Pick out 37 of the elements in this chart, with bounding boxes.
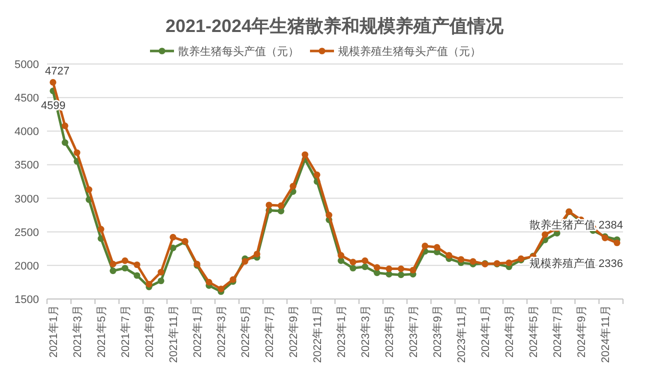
y-tick-label: 3000 bbox=[14, 193, 39, 206]
x-tick-label: 2021年5月 bbox=[96, 305, 108, 358]
x-tick-label: 2022年3月 bbox=[216, 305, 228, 358]
x-tick-label: 2023年3月 bbox=[360, 305, 372, 358]
y-tick-label: 2000 bbox=[14, 260, 39, 272]
x-tick-label: 2021年11月 bbox=[168, 305, 180, 363]
x-tick-label: 2023年9月 bbox=[432, 305, 444, 358]
x-tick-label: 2022年1月 bbox=[192, 305, 204, 358]
y-tick-label: 4500 bbox=[14, 92, 39, 105]
x-tick-label: 2024年11月 bbox=[600, 305, 612, 363]
x-tick-label: 2024年7月 bbox=[552, 305, 564, 358]
y-tick-label: 1500 bbox=[14, 294, 39, 306]
y-tick-label: 2500 bbox=[14, 226, 39, 239]
x-tick-label: 2021年7月 bbox=[120, 305, 132, 358]
legend-label: 规模养殖生猪每头产值（元） bbox=[338, 45, 481, 58]
data-label: 规模养殖产值 2336 bbox=[529, 256, 623, 270]
x-tick-label: 2024年3月 bbox=[504, 305, 516, 358]
x-tick-label: 2024年9月 bbox=[576, 305, 588, 358]
x-tick-label: 2021年1月 bbox=[48, 305, 60, 358]
y-tick-label: 3500 bbox=[14, 160, 39, 172]
x-tick-label: 2022年11月 bbox=[312, 305, 324, 363]
x-tick-label: 2024年1月 bbox=[480, 305, 492, 358]
x-tick-label: 2022年5月 bbox=[240, 305, 252, 358]
x-tick-label: 2022年9月 bbox=[288, 305, 300, 358]
x-tick-label: 2023年5月 bbox=[384, 305, 396, 358]
y-tick-label: 5000 bbox=[14, 59, 39, 71]
legend-label: 散养生猪每头产值（元） bbox=[178, 45, 299, 58]
data-label: 4727 bbox=[45, 65, 70, 78]
x-tick-label: 2022年7月 bbox=[264, 305, 276, 358]
x-tick-label: 2023年1月 bbox=[336, 305, 348, 358]
x-tick-label: 2023年11月 bbox=[456, 305, 468, 363]
y-tick-label: 4000 bbox=[14, 126, 39, 138]
x-tick-label: 2021年9月 bbox=[144, 305, 156, 358]
x-tick-label: 2023年7月 bbox=[408, 305, 420, 358]
x-tick-label: 2024年5月 bbox=[528, 305, 540, 358]
x-tick-label: 2021年3月 bbox=[72, 305, 84, 358]
chart-title: 2021-2024年生猪散养和规模养殖产值情况 bbox=[165, 16, 505, 36]
